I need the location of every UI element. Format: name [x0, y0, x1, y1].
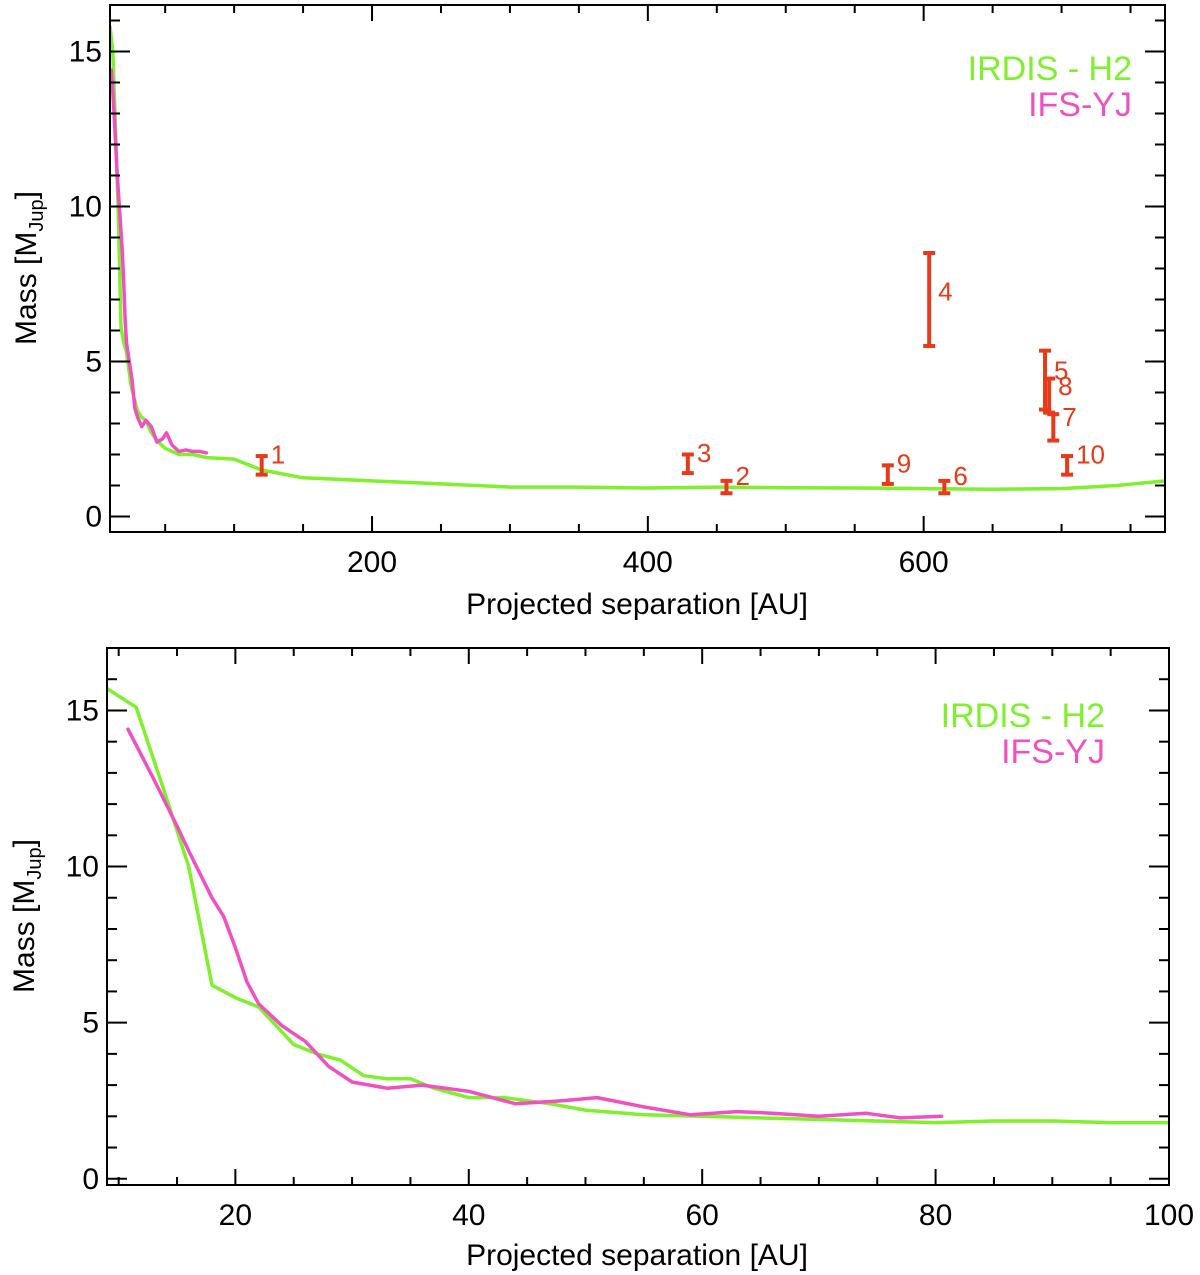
y-axis-label-bottom: Mass [MJup]: [8, 839, 46, 993]
candidate-6: 6: [938, 461, 968, 496]
x-tick-label-bottom: 20: [219, 1199, 252, 1232]
y-tick-label-top: 10: [69, 191, 102, 224]
x-tick-label-bottom: 40: [452, 1199, 485, 1232]
axes-frame-bottom: [106, 647, 1170, 1186]
candidate-label-9: 9: [897, 449, 911, 479]
candidate-9: 9: [881, 449, 911, 486]
candidate-7: 7: [1047, 402, 1077, 443]
candidate-label-8: 8: [1058, 371, 1072, 401]
candidate-1: 1: [255, 439, 285, 477]
series-line-ifs-bottom: [126, 727, 944, 1120]
series-line-ifs-top: [110, 68, 209, 455]
y-tick-label-bottom: 15: [66, 694, 99, 727]
legend-ifs-top: IFS-YJ: [1028, 86, 1132, 124]
y-tick-label-top: 15: [69, 36, 102, 69]
y-tick-label-bottom: 10: [66, 851, 99, 884]
y-tick-label-bottom: 0: [82, 1163, 99, 1196]
series-line-irdis-top: [110, 24, 1165, 491]
candidate-label-10: 10: [1076, 439, 1105, 469]
y-tick-label-top: 5: [85, 346, 102, 379]
x-tick-label-bottom: 80: [919, 1199, 952, 1232]
candidate-2: 2: [720, 461, 750, 496]
candidate-label-5: 5: [1054, 356, 1068, 386]
x-tick-label-bottom: 100: [1144, 1199, 1194, 1232]
series-line-irdis-bottom: [107, 686, 1169, 1125]
x-tick-label-top: 200: [347, 546, 397, 579]
candidate-4: 4: [923, 251, 953, 348]
x-tick-label-bottom: 60: [685, 1199, 718, 1232]
candidate-label-2: 2: [735, 461, 749, 491]
candidate-label-4: 4: [938, 277, 952, 307]
plot-area-bottom: [107, 686, 1169, 1125]
candidate-label-3: 3: [697, 438, 711, 468]
legend-irdis-top: IRDIS - H2: [968, 50, 1132, 88]
candidate-label-1: 1: [271, 439, 285, 469]
x-axis-label-bottom: Projected separation [AU]: [466, 1239, 808, 1272]
plot-area-top: [110, 24, 1165, 491]
legend-ifs-bottom: IFS-YJ: [1001, 733, 1105, 771]
candidate-10: 10: [1061, 439, 1105, 477]
x-tick-label-top: 400: [623, 546, 673, 579]
x-axis-label-top: Projected separation [AU]: [466, 588, 808, 621]
panel-bottom: 20 40 60 80 100 0 5 10 15 Projected separation […: [8, 647, 1194, 1272]
y-tick-label-top: 0: [85, 501, 102, 534]
x-tick-label-top: 600: [899, 546, 949, 579]
candidate-label-6: 6: [953, 461, 967, 491]
y-axis-label-top: Mass [MJup]: [10, 191, 48, 345]
candidate-label-7: 7: [1062, 402, 1076, 432]
candidate-3: 3: [681, 438, 711, 476]
candidate-8: 8: [1043, 371, 1073, 415]
legend-irdis-bottom: IRDIS - H2: [941, 697, 1105, 735]
y-tick-label-bottom: 5: [82, 1007, 99, 1040]
ticks-bottom: 20 40 60 80 100 0 5 10 15: [66, 647, 1194, 1232]
